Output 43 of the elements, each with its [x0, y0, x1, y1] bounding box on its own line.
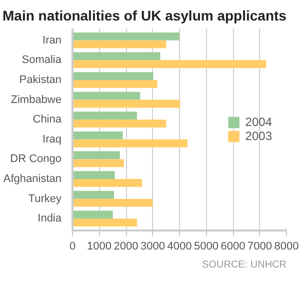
- bar: [72, 52, 160, 60]
- x-tick-label: 1000: [87, 240, 112, 252]
- x-tick-label: 5000: [194, 240, 218, 252]
- bar: [72, 190, 114, 199]
- y-tick-label: Iraq: [42, 133, 62, 146]
- y-tick-label: Pakistan: [19, 74, 62, 86]
- y-tick-label: Somalia: [22, 54, 62, 66]
- bar: [72, 32, 180, 40]
- bar: [72, 151, 120, 160]
- x-tick-label: 4000: [167, 240, 192, 252]
- bar: [72, 72, 154, 80]
- bar: [72, 210, 113, 219]
- bar: [72, 179, 142, 187]
- chart-title: Main nationalities of UK asylum applicants: [2, 8, 287, 24]
- legend-label: 2004: [245, 115, 272, 129]
- x-tick-label: 2000: [114, 240, 138, 252]
- y-tick-label: Zimbabwe: [10, 94, 62, 106]
- bar: [72, 60, 266, 68]
- x-tick-label: 7000: [248, 240, 272, 252]
- x-tick-label: 8000: [274, 240, 299, 252]
- bar: [72, 159, 124, 168]
- bar: [72, 120, 166, 128]
- x-tick-label: 0: [69, 240, 76, 252]
- y-tick-label: India: [38, 212, 62, 225]
- bar: [72, 112, 137, 120]
- legend-label: 2003: [245, 129, 272, 143]
- y-tick-label: Iran: [42, 34, 62, 46]
- bar: [72, 171, 115, 180]
- source-note: SOURCE: UNHCR: [202, 260, 287, 270]
- bar: [72, 92, 140, 100]
- bar: [72, 198, 153, 207]
- bar: [72, 80, 158, 88]
- y-tick-label: Turkey: [28, 192, 62, 205]
- bar: [72, 131, 123, 140]
- x-tick-label: 3000: [140, 240, 165, 252]
- y-tick-label: DR Congo: [10, 153, 62, 166]
- x-tick-label: 6000: [220, 240, 246, 252]
- y-tick-label: China: [32, 114, 62, 126]
- bar: [72, 139, 188, 148]
- bar: [72, 100, 180, 108]
- y-tick-label: Afghanistan: [3, 173, 62, 186]
- bar: [72, 40, 166, 48]
- bar: [72, 218, 137, 227]
